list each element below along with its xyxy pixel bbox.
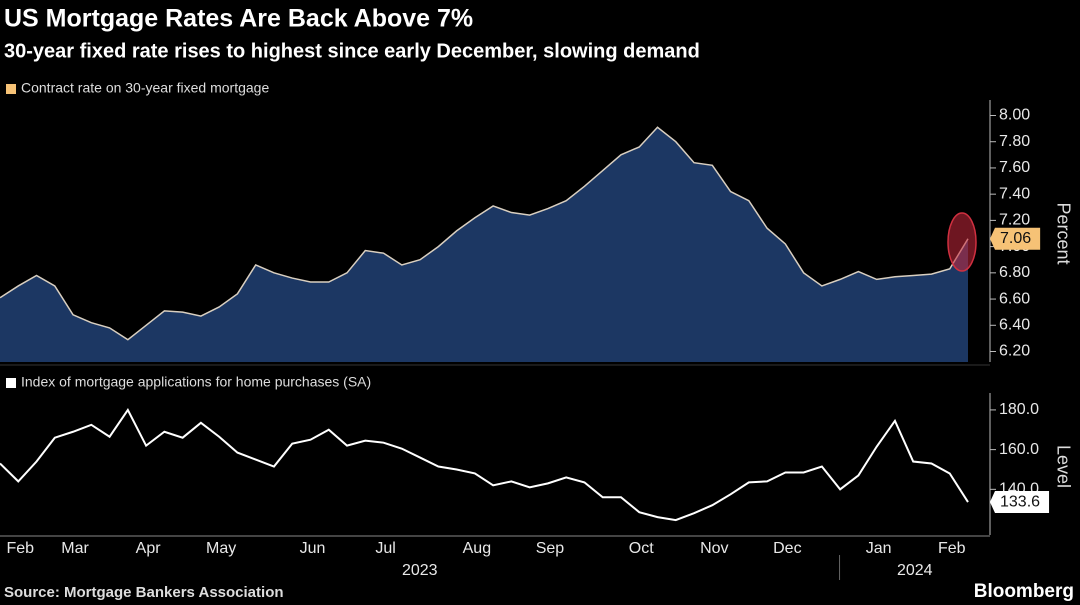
source: Source: Mortgage Bankers Association <box>4 584 284 601</box>
last-value-tag: 7.06 <box>990 227 1041 250</box>
brand: Bloomberg <box>974 581 1074 602</box>
y-tick-label: 7.60 <box>999 159 1030 176</box>
legend-swatch <box>6 84 16 94</box>
area-line <box>0 126 969 341</box>
y-tick-label: 7.20 <box>999 212 1030 229</box>
x-tick-label: Aug <box>463 540 491 557</box>
y-tick-label: 180.0 <box>999 401 1039 418</box>
y-tick-label: 6.60 <box>999 290 1030 307</box>
year-label: 2023 <box>402 562 438 579</box>
x-tick-label: May <box>206 540 236 557</box>
y-tick-label: 8.00 <box>999 107 1030 124</box>
legend-label: Contract rate on 30-year fixed mortgage <box>21 80 269 96</box>
y-tick-label: 7.80 <box>999 133 1030 150</box>
last-value-box <box>990 227 1041 250</box>
x-tick-label: Jun <box>300 540 326 557</box>
legend-label: Index of mortgage applications for home … <box>21 374 371 390</box>
y-tick-label: 6.20 <box>999 343 1030 360</box>
x-tick-label: Feb <box>6 540 34 557</box>
y-tick-label: 6.80 <box>999 264 1030 281</box>
y-tick-label: 7.40 <box>999 185 1030 202</box>
x-tick-label: Nov <box>700 540 728 557</box>
line <box>0 407 969 522</box>
x-tick-label: Oct <box>629 540 654 557</box>
y-axis-label: Percent <box>1053 202 1073 264</box>
y-axis-label: Level <box>1053 445 1073 488</box>
y-tick-label: 160.0 <box>999 441 1039 458</box>
subtitle: 30-year fixed rate rises to highest sinc… <box>4 40 700 62</box>
last-value-tag: 133.6 <box>990 491 1050 514</box>
highlight-ellipse <box>947 212 977 272</box>
last-value-label: 133.6 <box>1000 493 1040 510</box>
year-label: 2024 <box>897 562 933 579</box>
x-tick-label: Jul <box>375 540 395 557</box>
x-tick-label: Dec <box>773 540 801 557</box>
x-tick-label: Mar <box>61 540 89 557</box>
x-tick-label: Jan <box>866 540 892 557</box>
x-tick-label: Sep <box>536 540 565 557</box>
y-tick-label: 6.40 <box>999 317 1030 334</box>
legend-swatch <box>6 378 16 388</box>
title: US Mortgage Rates Are Back Above 7% <box>4 5 473 33</box>
last-value-box <box>990 491 1050 514</box>
x-tick-label: Feb <box>938 540 966 557</box>
last-value-label: 7.06 <box>1000 230 1031 247</box>
x-tick-label: Apr <box>136 540 162 557</box>
